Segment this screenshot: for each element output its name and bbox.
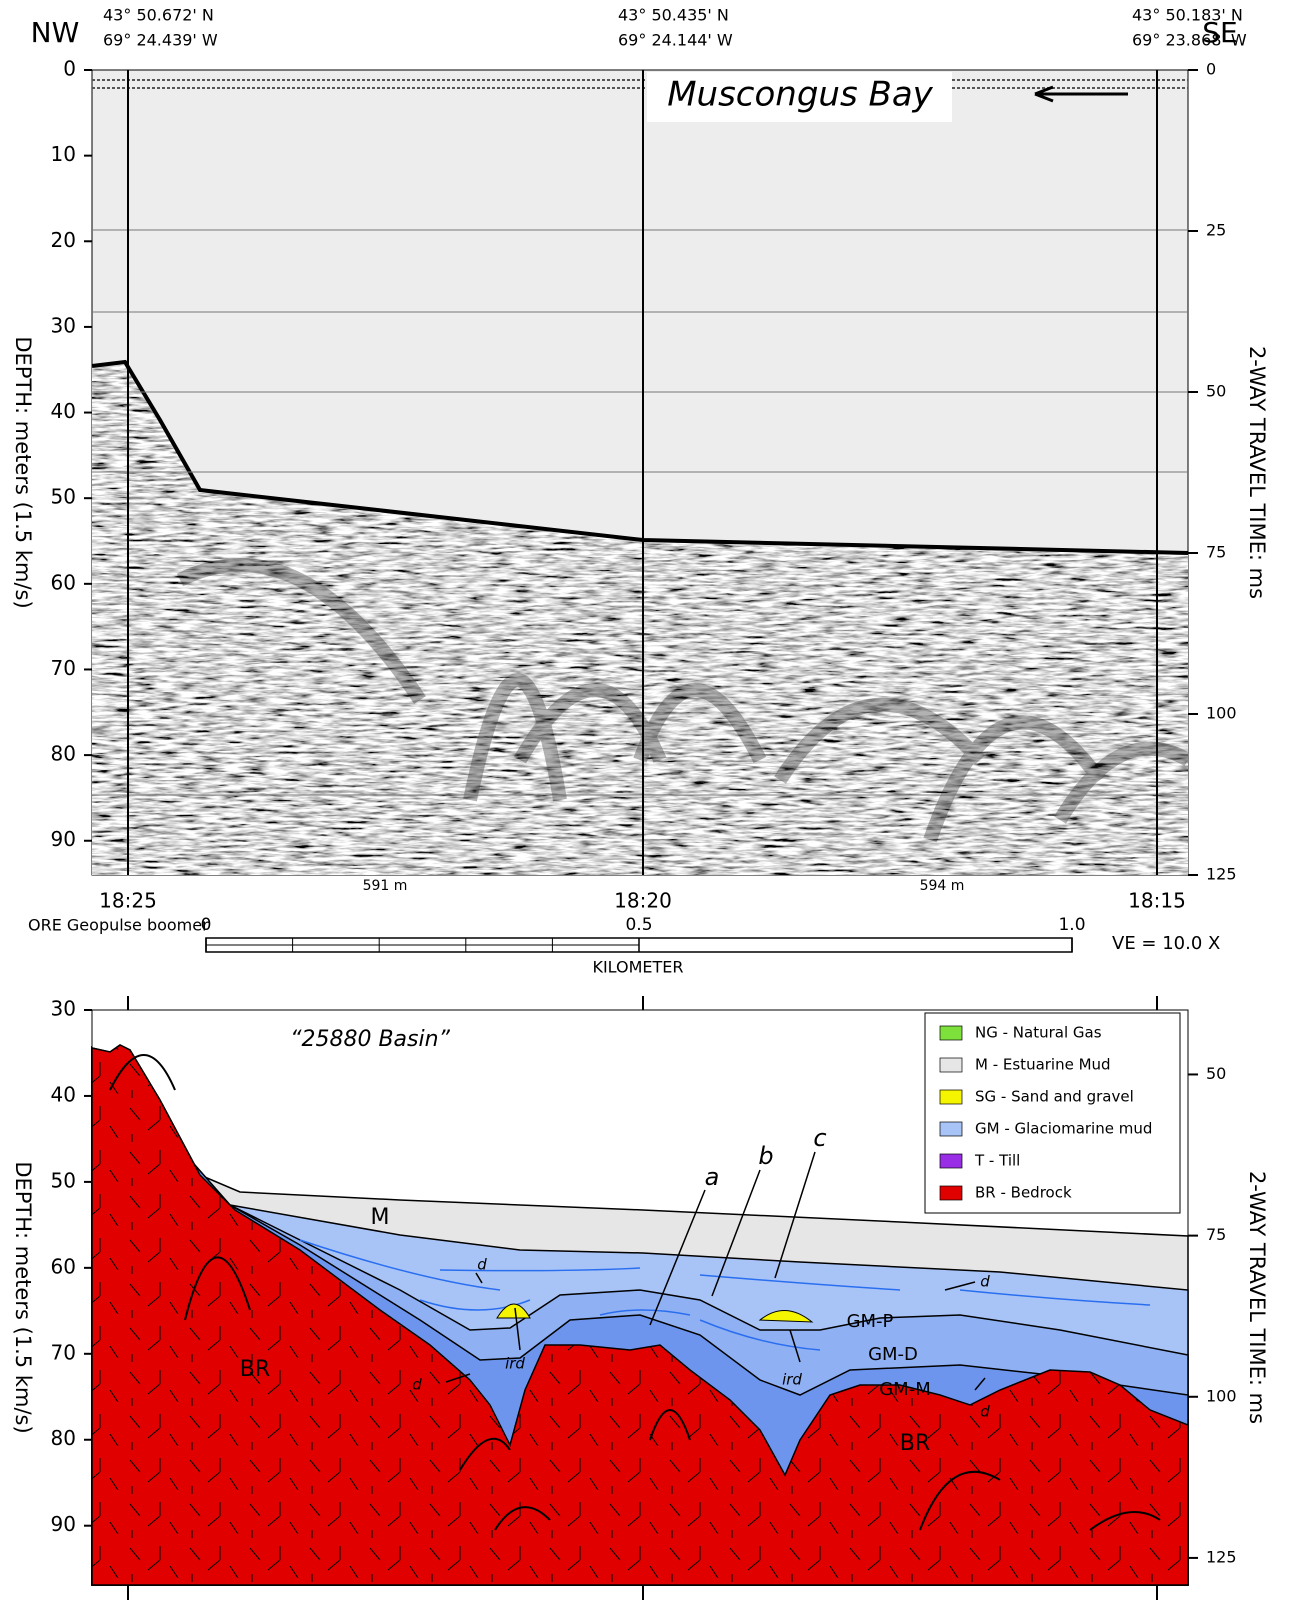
y-tick-label: 10	[51, 142, 76, 166]
unit-label: c	[813, 1124, 826, 1152]
y2-tick-label: 125	[1206, 1547, 1237, 1566]
y-tick-label: 0	[63, 57, 76, 81]
source-label: ORE Geopulse boomer	[28, 916, 209, 935]
distance-label: 591 m	[363, 878, 408, 894]
latitude: 43° 50.672' N	[103, 6, 214, 25]
profile-title: Muscongus Bay	[667, 75, 933, 115]
legend-label: SG - Sand and gravel	[975, 1088, 1134, 1106]
distance-label: 594 m	[920, 878, 965, 894]
legend-swatch	[939, 1121, 963, 1137]
legend-label: NG - Natural Gas	[975, 1024, 1102, 1042]
unit-label: d	[980, 1273, 990, 1291]
y-axis-title: DEPTH: meters (1.5 km/s)	[11, 1161, 35, 1433]
y-tick-label: 70	[51, 656, 76, 680]
unit-label: b	[758, 1142, 773, 1170]
internal-reflectors	[299, 1239, 1151, 1351]
longitude: 69° 24.144' W	[618, 31, 733, 50]
y-axis-title: DEPTH: meters (1.5 km/s)	[11, 336, 35, 608]
y-tick-label: 80	[51, 742, 76, 766]
unit-label: GM-M	[879, 1379, 931, 1400]
surface-noise	[92, 79, 1188, 89]
y2-tick-label: 75	[1206, 543, 1226, 562]
scale-tick-label: 0.5	[625, 915, 652, 935]
y2-axis-title: 2-WAY TRAVEL TIME: ms	[1245, 1171, 1269, 1424]
y-tick-label: 90	[51, 1512, 76, 1536]
seafloor-reflector	[91, 359, 1189, 555]
legend-label: M - Estuarine Mud	[975, 1056, 1111, 1074]
time-label: 18:20	[614, 889, 672, 913]
unit-label: BR	[900, 1431, 930, 1456]
y-tick-label: 30	[51, 997, 76, 1021]
latitude: 43° 50.183' N	[1132, 6, 1243, 25]
legend-swatch	[939, 1025, 963, 1041]
direction-nw: NW	[31, 16, 80, 49]
unit-label: GM-P	[847, 1311, 894, 1332]
y2-axis-title: 2-WAY TRAVEL TIME: ms	[1245, 346, 1269, 599]
y-tick-label: 60	[51, 570, 76, 594]
unit-label: GM-D	[868, 1344, 918, 1365]
longitude: 69° 23.868' W	[1132, 31, 1247, 50]
legend-label: BR - Bedrock	[975, 1184, 1072, 1202]
unit-label: ird	[782, 1371, 802, 1389]
unit-label: M	[371, 1205, 390, 1230]
y-tick-label: 80	[51, 1426, 76, 1450]
y2-tick-label: 25	[1206, 221, 1226, 240]
direction-se: SE	[1202, 16, 1237, 49]
scale-tick-label: 1.0	[1058, 915, 1085, 935]
unit-label: d	[980, 1403, 990, 1421]
y-tick-label: 60	[51, 1254, 76, 1278]
timing-lines	[92, 229, 1188, 796]
legend	[924, 1012, 1181, 1214]
title-box	[647, 72, 952, 122]
interp-frame	[91, 1009, 1189, 1586]
y-tick-label: 90	[51, 827, 76, 851]
y2-tick-label: 100	[1206, 1386, 1237, 1405]
y-tick-label: 30	[51, 313, 76, 337]
unit-label: d	[412, 1376, 422, 1394]
unit-label: BR	[240, 1357, 270, 1382]
legend-label: GM - Glaciomarine mud	[975, 1120, 1152, 1138]
sand-gravel-2	[758, 1310, 814, 1323]
latitude: 43° 50.435' N	[618, 6, 729, 25]
bedrock-folds	[109, 1054, 1161, 1531]
y-tick-label: 40	[51, 399, 76, 423]
y-tick-label: 70	[51, 1340, 76, 1364]
direction-arrow	[1034, 85, 1128, 103]
y-tick-label: 50	[51, 1168, 76, 1192]
y2-tick-label: 125	[1206, 865, 1237, 884]
y-tick-label: 40	[51, 1082, 76, 1106]
y2-tick-label: 75	[1206, 1225, 1226, 1244]
sand-gravel-1	[496, 1303, 531, 1319]
bedrock-texture	[92, 1045, 1188, 1585]
legend-swatch	[939, 1185, 963, 1201]
unit-label: d	[477, 1256, 487, 1274]
legend-swatch	[939, 1153, 963, 1169]
fix-lines	[127, 70, 1158, 875]
scale-tick-label: 0	[201, 915, 212, 935]
legend-label: T - Till	[974, 1152, 1020, 1170]
y2-tick-label: 100	[1206, 704, 1237, 723]
scale-unit: KILOMETER	[592, 958, 683, 977]
vertical-exaggeration: VE = 10.0 X	[1112, 933, 1220, 954]
pointer-arrows	[445, 1151, 986, 1391]
y2-tick-label: 50	[1206, 1064, 1226, 1083]
y-tick-label: 50	[51, 485, 76, 509]
legend-swatch	[939, 1089, 963, 1105]
y-tick-label: 20	[51, 228, 76, 252]
y2-tick-label: 50	[1206, 382, 1226, 401]
unit-label: ird	[505, 1355, 525, 1373]
unit-label: a	[705, 1163, 720, 1191]
legend-swatch	[939, 1057, 963, 1073]
fix-ticks	[127, 996, 1158, 1600]
interp-title: “25880 Basin”	[290, 1027, 450, 1052]
time-label: 18:25	[99, 889, 157, 913]
longitude: 69° 24.439' W	[103, 31, 218, 50]
time-label: 18:15	[1128, 889, 1186, 913]
geology	[91, 1044, 1189, 1586]
y2-tick-label: 0	[1206, 60, 1216, 79]
